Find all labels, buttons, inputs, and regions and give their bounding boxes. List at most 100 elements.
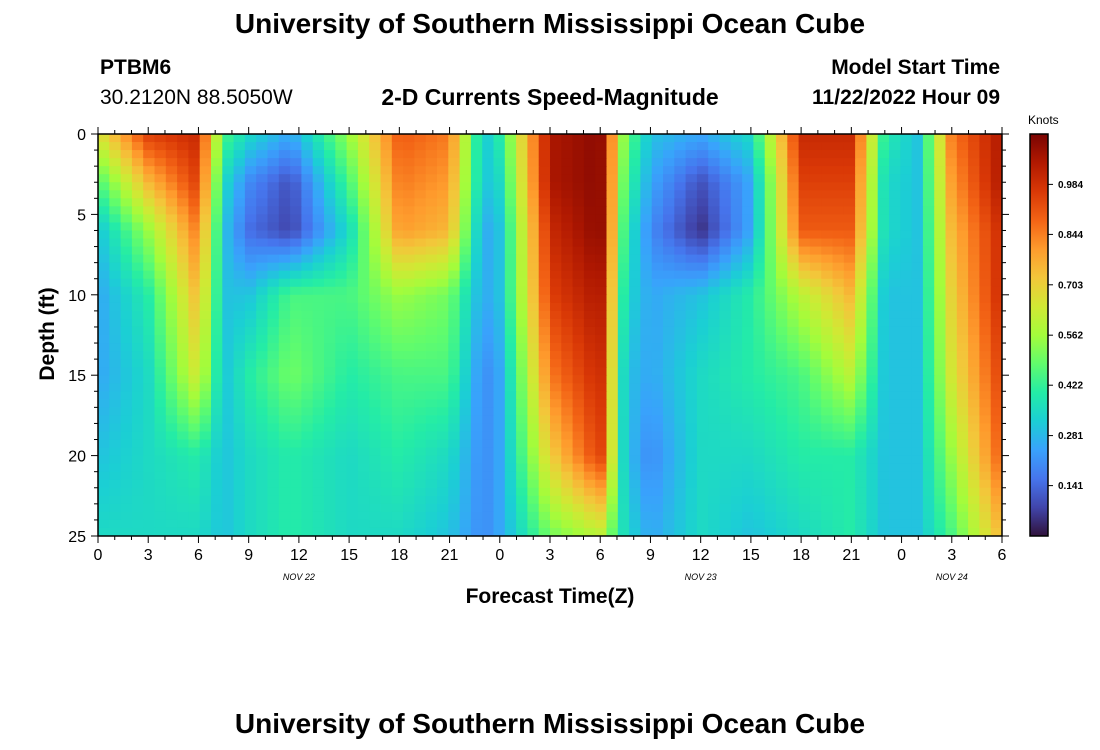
heatmap-cell [504, 222, 517, 232]
heatmap-cell [335, 150, 348, 159]
heatmap-cell [131, 286, 144, 296]
heatmap-cell [719, 527, 732, 536]
heatmap-cell [990, 270, 1002, 280]
heatmap-cell [719, 174, 732, 183]
heatmap-cell [595, 174, 608, 183]
heatmap-cell [663, 335, 675, 344]
heatmap-cell [776, 383, 788, 392]
heatmap-cell [188, 431, 201, 441]
heatmap-cell [956, 399, 969, 408]
heatmap-cell [968, 495, 980, 505]
heatmap-cell [855, 463, 867, 473]
heatmap-cell [459, 487, 472, 497]
heatmap-cell [324, 367, 336, 376]
heatmap-cell [98, 190, 110, 199]
heatmap-cell [154, 134, 167, 143]
heatmap-cell [764, 439, 777, 449]
heatmap-cell [843, 214, 856, 224]
heatmap-cell [470, 503, 483, 513]
heatmap-cell [403, 439, 415, 449]
heatmap-cell [708, 310, 721, 320]
heatmap-cell [199, 447, 212, 457]
heatmap-cell [346, 359, 359, 368]
heatmap-cell [448, 487, 461, 497]
heatmap-cell [538, 238, 551, 248]
heatmap-cell [165, 383, 178, 392]
heatmap-cell [425, 246, 438, 256]
heatmap-cell [979, 254, 992, 264]
heatmap-cell [629, 359, 641, 368]
heatmap-cell [719, 238, 732, 248]
heatmap-cell [109, 158, 122, 167]
heatmap-cell [98, 487, 110, 497]
heatmap-cell [312, 503, 325, 513]
heatmap-cell [787, 286, 800, 296]
heatmap-cell [990, 214, 1002, 224]
heatmap-cell [459, 150, 472, 159]
heatmap-cell [267, 246, 280, 256]
heatmap-cell [324, 318, 336, 328]
heatmap-cell [357, 375, 370, 384]
heatmap-cell [821, 198, 834, 207]
heatmap-cell [211, 318, 223, 328]
heatmap-cell [708, 471, 721, 481]
heatmap-cell [595, 463, 608, 473]
heatmap-cell [595, 447, 608, 457]
heatmap-cell [131, 431, 144, 441]
heatmap-cell [945, 471, 958, 481]
heatmap-cell [787, 246, 800, 256]
heatmap-cell [640, 174, 653, 183]
heatmap-cell [403, 246, 415, 256]
heatmap-cell [708, 367, 721, 376]
heatmap-cell [877, 286, 890, 296]
heatmap-cell [403, 391, 415, 400]
heatmap-cell [211, 142, 223, 151]
heatmap-cell [346, 431, 359, 441]
heatmap-cell [504, 383, 517, 392]
heatmap-cell [538, 455, 551, 465]
heatmap-cell [550, 294, 562, 304]
heatmap-cell [730, 166, 743, 175]
heatmap-cell [809, 495, 822, 505]
heatmap-cell [674, 262, 687, 272]
heatmap-cell [617, 431, 630, 441]
heatmap-cell [459, 318, 472, 328]
heatmap-cell [188, 318, 201, 328]
heatmap-cell [290, 230, 302, 240]
heatmap-cell [312, 439, 325, 449]
heatmap-cell [629, 511, 641, 521]
heatmap-cell [109, 455, 122, 465]
heatmap-cell [968, 455, 980, 465]
heatmap-cell [979, 262, 992, 272]
heatmap-cell [640, 447, 653, 457]
heatmap-cell [437, 262, 449, 272]
heatmap-cell [787, 359, 800, 368]
heatmap-cell [244, 238, 257, 248]
heatmap-cell [448, 391, 461, 400]
heatmap-cell [278, 302, 291, 312]
heatmap-cell [764, 198, 777, 207]
heatmap-cell [900, 302, 913, 312]
heatmap-cell [380, 495, 393, 505]
heatmap-cell [685, 150, 698, 159]
heatmap-cell [403, 487, 415, 497]
heatmap-cell [267, 326, 280, 336]
heatmap-cell [708, 206, 721, 215]
heatmap-cell [98, 230, 110, 240]
heatmap-cell [425, 359, 438, 368]
heatmap-cell [301, 302, 314, 312]
heatmap-cell [222, 375, 235, 384]
heatmap-cell [470, 278, 483, 288]
heatmap-cell [165, 326, 178, 336]
heatmap-cell [968, 351, 980, 360]
heatmap-cell [301, 503, 314, 513]
heatmap-cell [855, 527, 867, 536]
heatmap-cell [177, 206, 189, 215]
heatmap-cell [369, 487, 382, 497]
heatmap-cell [369, 367, 382, 376]
heatmap-cell [798, 198, 811, 207]
heatmap-cell [188, 375, 201, 384]
heatmap-cell [290, 318, 302, 328]
heatmap-cell [776, 262, 788, 272]
heatmap-cell [900, 431, 913, 441]
